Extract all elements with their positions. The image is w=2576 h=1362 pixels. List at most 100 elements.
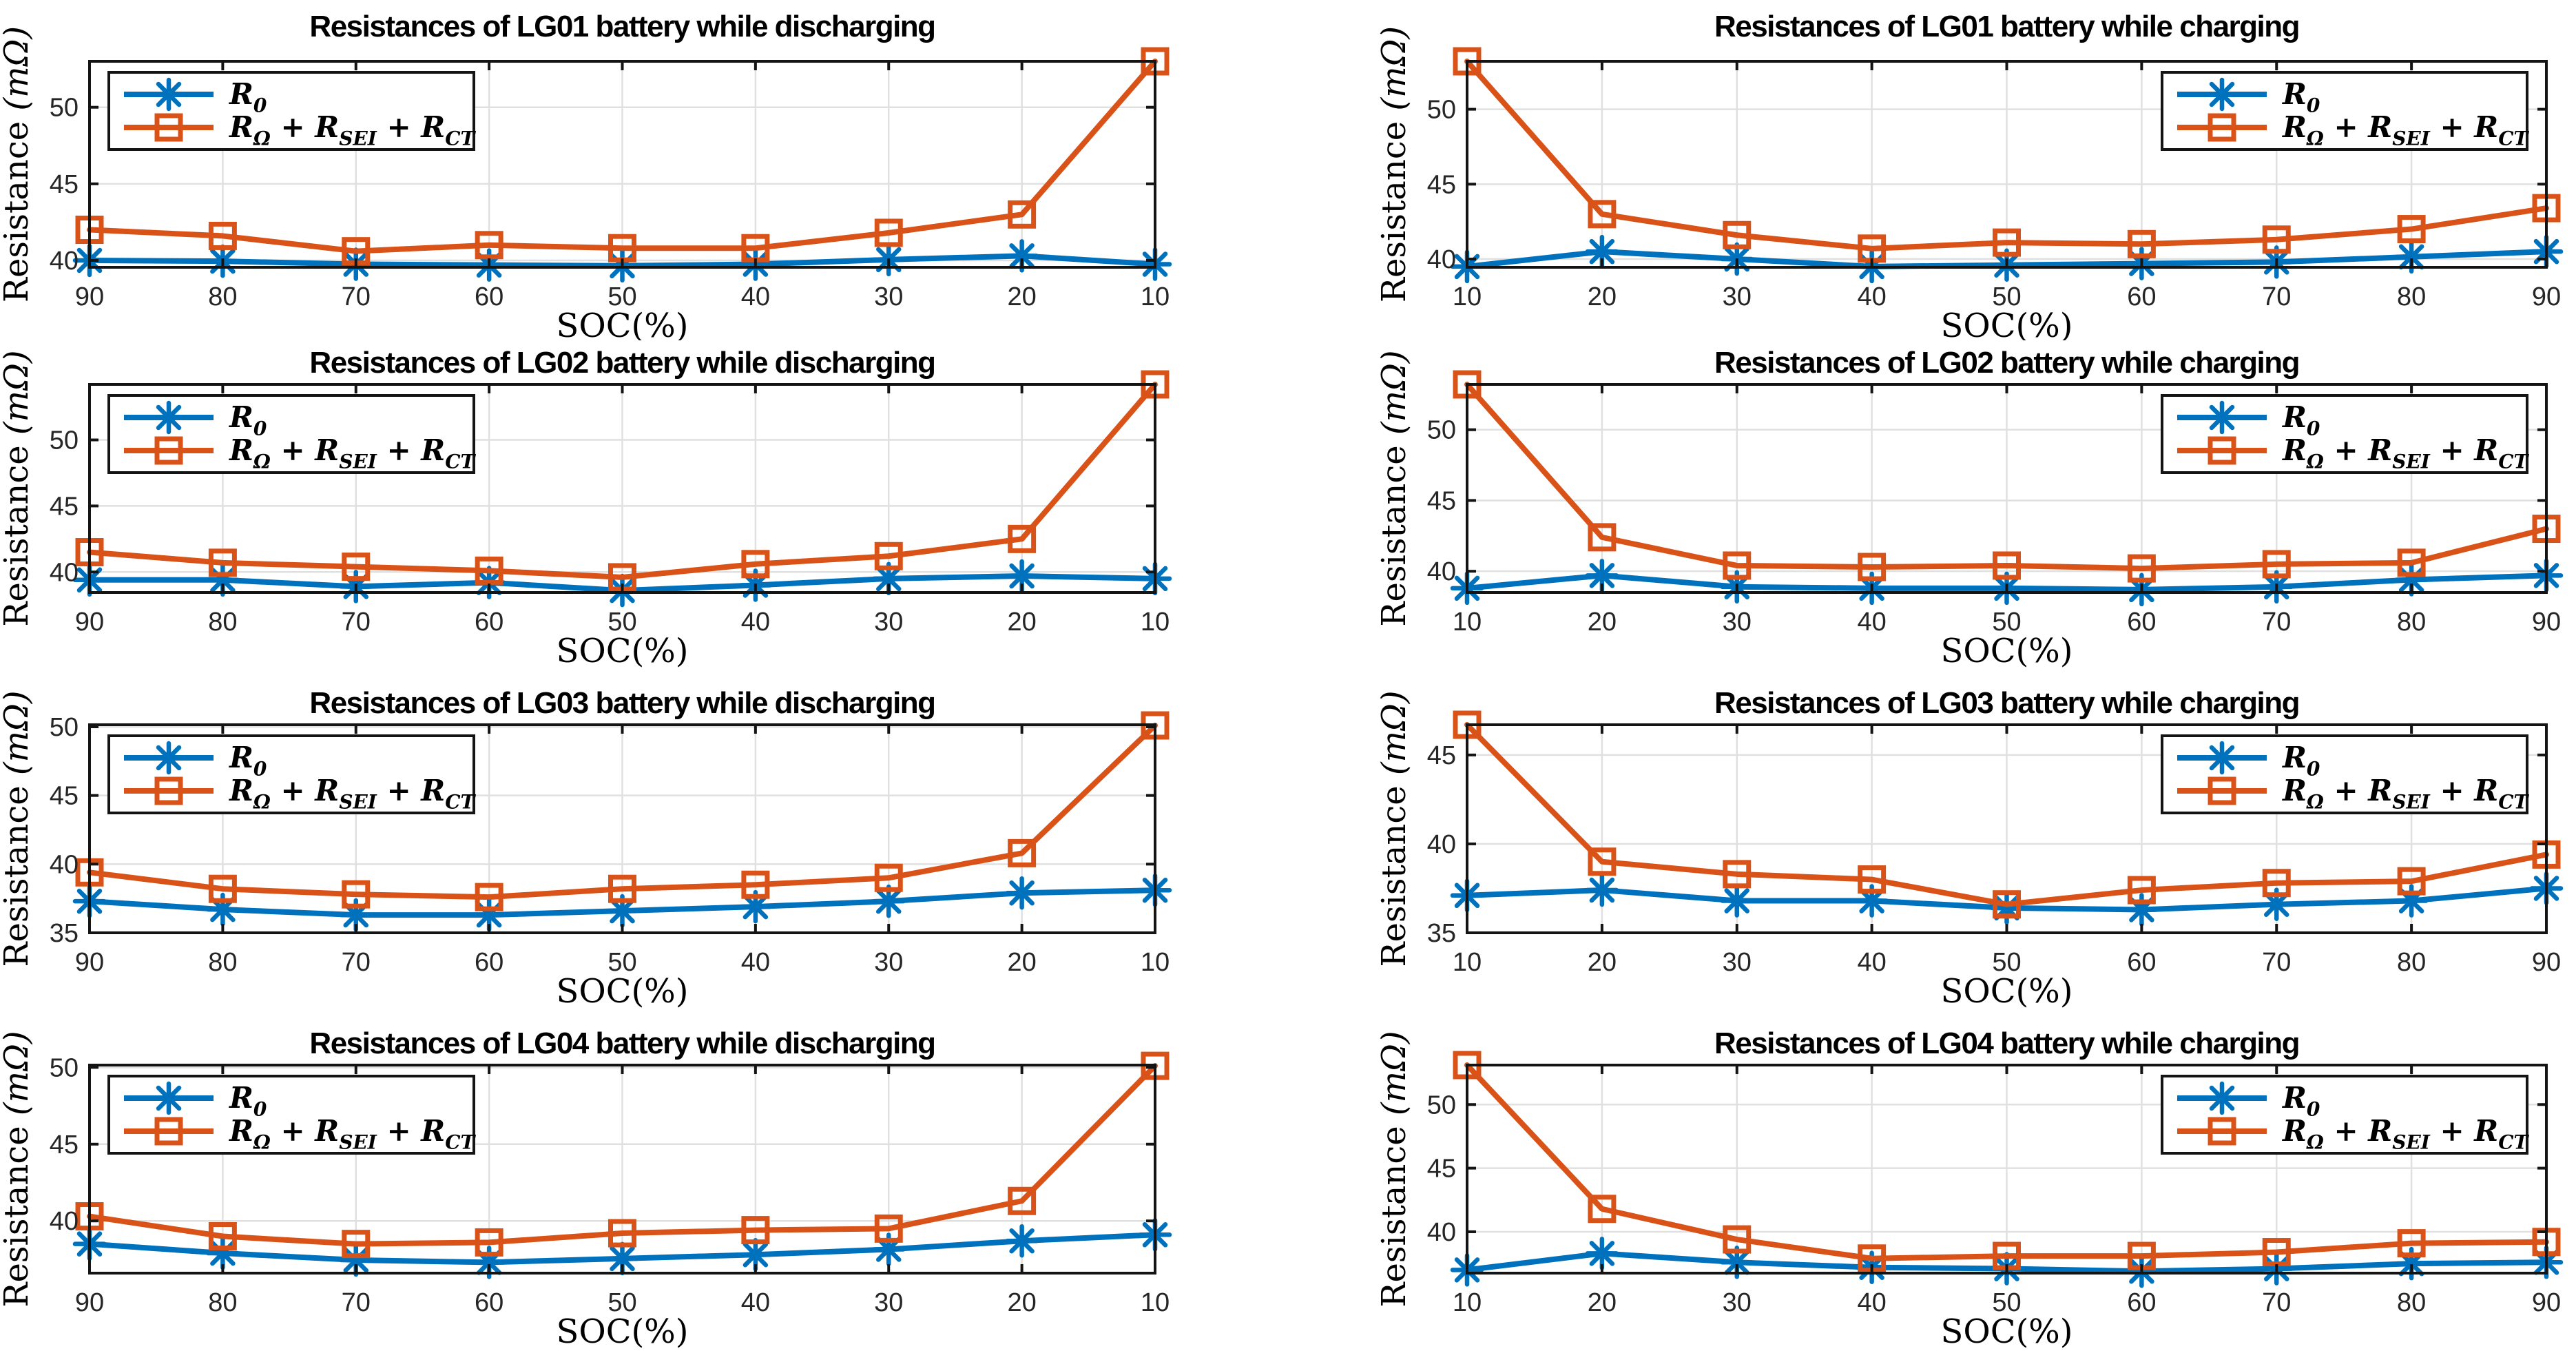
y-tick-labels: 40 45 50 (50, 426, 79, 588)
legend-label-r0: R0 (229, 741, 267, 780)
x-tick-label: 90 (75, 608, 104, 637)
x-tick-label: 80 (208, 948, 237, 977)
y-tick-label: 40 (1427, 245, 1456, 274)
x-tick-label: 90 (75, 1288, 104, 1317)
square-marker (1588, 523, 1617, 552)
square-marker (475, 556, 503, 585)
square-marker (208, 874, 237, 903)
y-tick-labels: 40 45 50 (1427, 416, 1456, 586)
square-marker (1858, 553, 1887, 581)
x-tick-label: 40 (1857, 1288, 1886, 1317)
tick-marks (88, 725, 1156, 934)
y-tick-label: 45 (50, 170, 79, 199)
chart-title: Resistances of LG04 battery while discha… (309, 1026, 936, 1060)
x-tick-labels: 90 80 70 60 50 40 30 20 10 (75, 948, 1170, 977)
x-tick-label: 60 (475, 1288, 503, 1317)
x-tick-label: 10 (1453, 282, 1482, 311)
x-tick-label: 10 (1141, 1288, 1170, 1317)
y-tick-label: 35 (50, 919, 79, 948)
chart-panel-lg01-charging: Resistances of LG01 battery while chargi… (1288, 0, 2576, 340)
y-tick-labels: 35 40 45 (1427, 741, 1456, 948)
legend-label-rsum: RΩ + RSEI + RCT (2282, 774, 2529, 813)
square-marker (1858, 865, 1887, 894)
square-marker (1008, 1186, 1037, 1215)
square-marker (1723, 860, 1752, 889)
y-axis-label: Resistance (mΩ) (1375, 26, 1413, 302)
x-tick-label: 70 (342, 282, 371, 311)
y-tick-label: 45 (50, 782, 79, 811)
square-marker (1008, 838, 1037, 867)
y-tick-labels: 40 45 50 (1427, 96, 1456, 274)
x-tick-label: 30 (874, 948, 903, 977)
square-marker (2262, 869, 2291, 898)
x-tick-label: 90 (75, 948, 104, 977)
x-tick-label: 70 (342, 608, 371, 637)
tick-marks (1466, 725, 2548, 934)
grid (1466, 384, 2548, 592)
legend-label-r0: R0 (2282, 741, 2320, 780)
square-marker (608, 1219, 636, 1248)
y-tick-labels: 35 40 45 50 (50, 713, 79, 948)
y-tick-label: 40 (1427, 830, 1456, 859)
tick-marks (88, 1065, 1156, 1273)
legend-label-rsum: RΩ + RSEI + RCT (229, 774, 476, 813)
square-marker (154, 1117, 183, 1146)
asterisk-marker (872, 561, 906, 596)
square-marker (1588, 200, 1617, 229)
series-line-rsum (87, 59, 1158, 254)
x-tick-label: 30 (1723, 282, 1752, 311)
square-marker (1008, 524, 1037, 553)
asterisk-marker (152, 400, 186, 435)
x-tick-label: 90 (2532, 948, 2561, 977)
x-tick-label: 60 (475, 282, 503, 311)
y-tick-label: 45 (1427, 486, 1456, 515)
x-axis-label: SOC(%) (1940, 972, 2073, 1011)
x-tick-label: 80 (208, 608, 237, 637)
x-tick-label: 90 (75, 282, 104, 311)
y-tick-label: 45 (50, 492, 79, 521)
y-tick-label: 50 (1427, 96, 1456, 125)
chart-panel-lg02-discharging: Resistances of LG02 battery while discha… (0, 340, 1288, 681)
x-tick-label: 90 (2532, 1288, 2561, 1317)
square-marker (2262, 225, 2291, 254)
y-tick-label: 50 (1427, 416, 1456, 445)
y-axis-label: Resistance (mΩ) (1375, 350, 1413, 626)
asterisk-marker (1585, 873, 1619, 907)
chart-lg02-charging: 10 20 30 40 50 60 70 80 90404550SOC(%)Resistance… (1375, 350, 2564, 670)
x-tick-label: 70 (342, 948, 371, 977)
y-tick-label: 50 (50, 1053, 79, 1082)
x-axis-label: SOC(%) (1940, 632, 2073, 670)
square-marker (1588, 1195, 1617, 1224)
x-tick-label: 50 (1992, 608, 2021, 637)
chart-title: Resistances of LG04 battery while chargi… (1714, 1026, 2300, 1060)
x-tick-labels: 10 20 30 40 50 60 70 80 90 (1453, 948, 2561, 977)
square-marker (874, 541, 903, 570)
square-marker (342, 1230, 371, 1259)
square-marker (475, 883, 503, 911)
x-tick-label: 30 (874, 608, 903, 637)
square-marker (154, 436, 183, 465)
y-tick-label: 45 (1427, 1155, 1456, 1184)
square-marker (1993, 551, 2021, 580)
x-tick-label: 60 (2127, 608, 2156, 637)
legend-label-rsum: RΩ + RSEI + RCT (2282, 1114, 2529, 1153)
legend-label-r0: R0 (229, 400, 267, 440)
y-tick-labels: 40 45 50 (50, 94, 79, 276)
x-axis-label: SOC(%) (556, 972, 688, 1011)
y-axis-label: Resistance (mΩ) (1375, 1031, 1413, 1307)
chart-lg03-charging: 10 20 30 40 50 60 70 80 90 35 40 45 SOC(%) Resistance… (1375, 690, 2564, 1011)
x-axis-label: SOC(%) (1940, 1312, 2073, 1351)
y-tick-label: 40 (50, 1207, 79, 1236)
square-marker (2208, 113, 2236, 142)
series-line-rsum (87, 382, 1158, 580)
x-tick-label: 70 (2262, 282, 2291, 311)
square-marker (475, 231, 503, 260)
chart-lg01-discharging: 90 80 70 60 50 40 30 20 10404550SOC(%)Resistance… (0, 26, 1172, 340)
square-marker (342, 553, 371, 581)
series-line-rsum (1464, 382, 2549, 572)
x-tick-label: 80 (2397, 608, 2426, 637)
